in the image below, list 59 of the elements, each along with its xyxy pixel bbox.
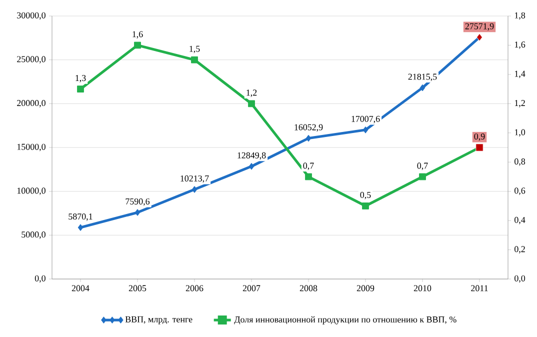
point — [191, 56, 198, 64]
y-tick-label: 30000,0 — [17, 12, 46, 20]
data-label: 21815,5 — [408, 74, 437, 82]
y2-tick-label: 0,2 — [514, 246, 525, 254]
y2-tick-label: 1,6 — [514, 42, 526, 49]
x-tick-label: 2005 — [128, 285, 146, 292]
y-tick-label: 15000,0 — [17, 144, 46, 152]
point — [476, 34, 482, 42]
point — [306, 134, 312, 142]
x-tick-label: 2008 — [300, 285, 318, 292]
y2-tick-label: 0,8 — [514, 158, 526, 166]
data-label: 1,6 — [132, 31, 143, 39]
y-tick-label: 5000,0 — [22, 231, 46, 239]
point — [419, 173, 426, 180]
data-label: 0,7 — [303, 162, 314, 170]
data-label: 0,7 — [417, 162, 428, 170]
data-label: 5870,1 — [68, 213, 92, 221]
point — [476, 144, 484, 152]
data-label: 12849,8 — [238, 152, 266, 160]
y2-tick-label: 0,4 — [514, 216, 526, 224]
data-label: 1,3 — [76, 75, 86, 82]
point — [134, 42, 141, 49]
data-label: 0,5 — [360, 192, 371, 200]
data-label: 16052,9 — [294, 124, 323, 132]
x-tick-label: 2007 — [242, 285, 260, 292]
data-label: 10213,7 — [180, 175, 209, 183]
point — [77, 86, 84, 92]
point — [420, 84, 426, 92]
data-label: 17007,6 — [352, 116, 380, 124]
x-tick-label: 2006 — [186, 285, 204, 292]
data-label: 0,9 — [474, 133, 485, 141]
y-tick-label: 20000,0 — [17, 100, 46, 108]
y2-tick-label: 0,6 — [514, 188, 526, 195]
y2-tick-label: 1,2 — [514, 100, 525, 108]
data-label: 27571,9 — [465, 23, 494, 31]
legend-label: ВВП, млрд. тенге — [125, 316, 192, 324]
y2-tick-label: 1,8 — [514, 12, 526, 20]
data-label: 1,5 — [190, 46, 200, 54]
y2-tick-label: 0,0 — [514, 275, 526, 283]
point — [305, 173, 312, 180]
x-tick-label: 2009 — [356, 285, 374, 292]
point — [192, 186, 198, 193]
point — [134, 209, 140, 216]
x-tick-label: 2011 — [471, 285, 488, 292]
point — [362, 202, 369, 210]
point — [362, 126, 368, 134]
point — [248, 162, 254, 170]
data-label: 1,2 — [246, 90, 257, 97]
point — [248, 100, 255, 108]
x-tick-label: 2010 — [414, 285, 432, 292]
y2-tick-label: 1,4 — [514, 70, 526, 78]
y2-tick-label: 1,0 — [514, 129, 526, 137]
y-tick-label: 25000,0 — [17, 56, 46, 64]
x-tick-label: 2004 — [72, 285, 90, 292]
y-tick-label: 0,0 — [34, 275, 46, 283]
data-label: 7590,6 — [126, 198, 150, 206]
y-tick-label: 10000,0 — [17, 188, 46, 195]
legend-label: Доля инновационной продукции по отношению к ВВП, % — [234, 316, 456, 324]
point — [78, 224, 84, 231]
